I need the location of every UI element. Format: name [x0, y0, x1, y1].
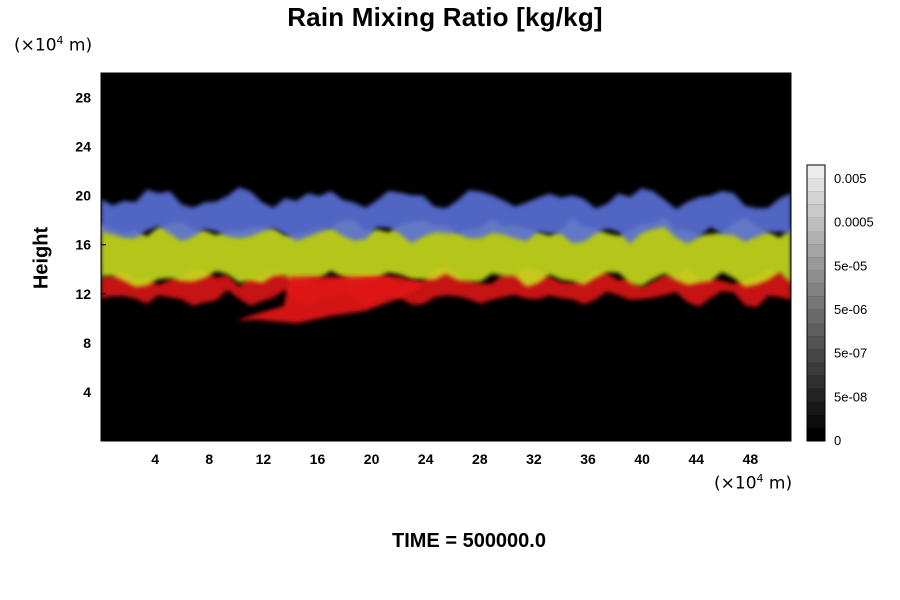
x-tick-label: 32: [526, 451, 542, 467]
x-tick-label: 8: [205, 451, 213, 467]
y-tick-label: 16: [75, 237, 91, 253]
colorbar-swatch: [807, 335, 825, 350]
colorbar-swatch: [807, 243, 825, 258]
cloud-layer-band: [101, 217, 791, 287]
colorbar-swatch: [807, 296, 825, 310]
colorbar-swatch: [807, 230, 825, 245]
chart-title: Rain Mixing Ratio [kg/kg]: [287, 2, 603, 32]
y-tick-label: 24: [75, 139, 91, 155]
y-scale-label: (×104 m): [14, 34, 93, 56]
colorbar-label: 5e-05: [834, 258, 867, 273]
x-tick-label: 24: [418, 451, 434, 467]
colorbar-swatch: [807, 414, 825, 429]
y-tick-label: 4: [83, 384, 91, 400]
x-tick-label: 12: [256, 451, 272, 467]
x-tick-label: 4: [151, 451, 159, 467]
cloud-layer-band: [101, 187, 791, 244]
x-tick-label: 36: [580, 451, 596, 467]
colorbar-swatch: [807, 217, 825, 232]
colorbar-swatch: [807, 388, 825, 402]
colorbar-swatch: [807, 322, 825, 337]
colorbar-swatch: [807, 283, 825, 297]
colorbar-swatch: [807, 349, 825, 363]
x-tick-label: 48: [743, 451, 759, 467]
y-tick-label: 8: [83, 335, 91, 351]
y-tick-label: 28: [75, 90, 91, 106]
colorbar-label: 0.0005: [834, 215, 874, 230]
colorbar-label: 0: [834, 433, 841, 448]
colorbar-label: 5e-06: [834, 302, 867, 317]
x-tick-label: 16: [310, 451, 326, 467]
colorbar-swatch: [807, 191, 825, 205]
x-tick-label: 20: [364, 451, 380, 467]
plot-area: [100, 72, 792, 442]
colorbar-swatch: [807, 427, 825, 442]
x-tick-label: 44: [689, 451, 705, 467]
x-tick-label: 28: [472, 451, 488, 467]
x-scale-label: (×104 m): [714, 472, 793, 494]
plot-frame: [100, 72, 792, 442]
colorbar-swatch: [807, 309, 825, 324]
time-label: TIME = 500000.0: [392, 530, 546, 552]
x-axis-ticks: 4 8 12 16 20 24 28 32 36 40 44 48: [151, 436, 758, 467]
colorbar-frame: [806, 164, 826, 442]
x-tick-label: 40: [634, 451, 650, 467]
colorbar: 0.005 0.0005 5e-05 5e-06 5e-07 5e-08 0: [806, 164, 874, 448]
colorbar-swatch: [807, 178, 825, 192]
colorbar-label: 0.005: [834, 171, 867, 186]
colorbar-label: 5e-08: [834, 389, 867, 404]
colorbar-swatch: [807, 257, 825, 271]
colorbar-swatch: [807, 401, 825, 416]
colorbar-swatch: [807, 270, 825, 284]
y-tick-label: 12: [75, 286, 91, 302]
y-axis-ticks: 4 8 12 16 20 24 28: [75, 90, 106, 400]
colorbar-label: 5e-07: [834, 346, 867, 361]
colorbar-swatch: [807, 362, 825, 376]
colorbar-swatch: [807, 204, 825, 218]
y-tick-label: 20: [75, 188, 91, 204]
colorbar-swatch: [807, 165, 825, 179]
cloud-layer-band: [101, 265, 791, 308]
rain-shaft: [236, 276, 426, 324]
colorbar-swatch: [807, 375, 825, 389]
